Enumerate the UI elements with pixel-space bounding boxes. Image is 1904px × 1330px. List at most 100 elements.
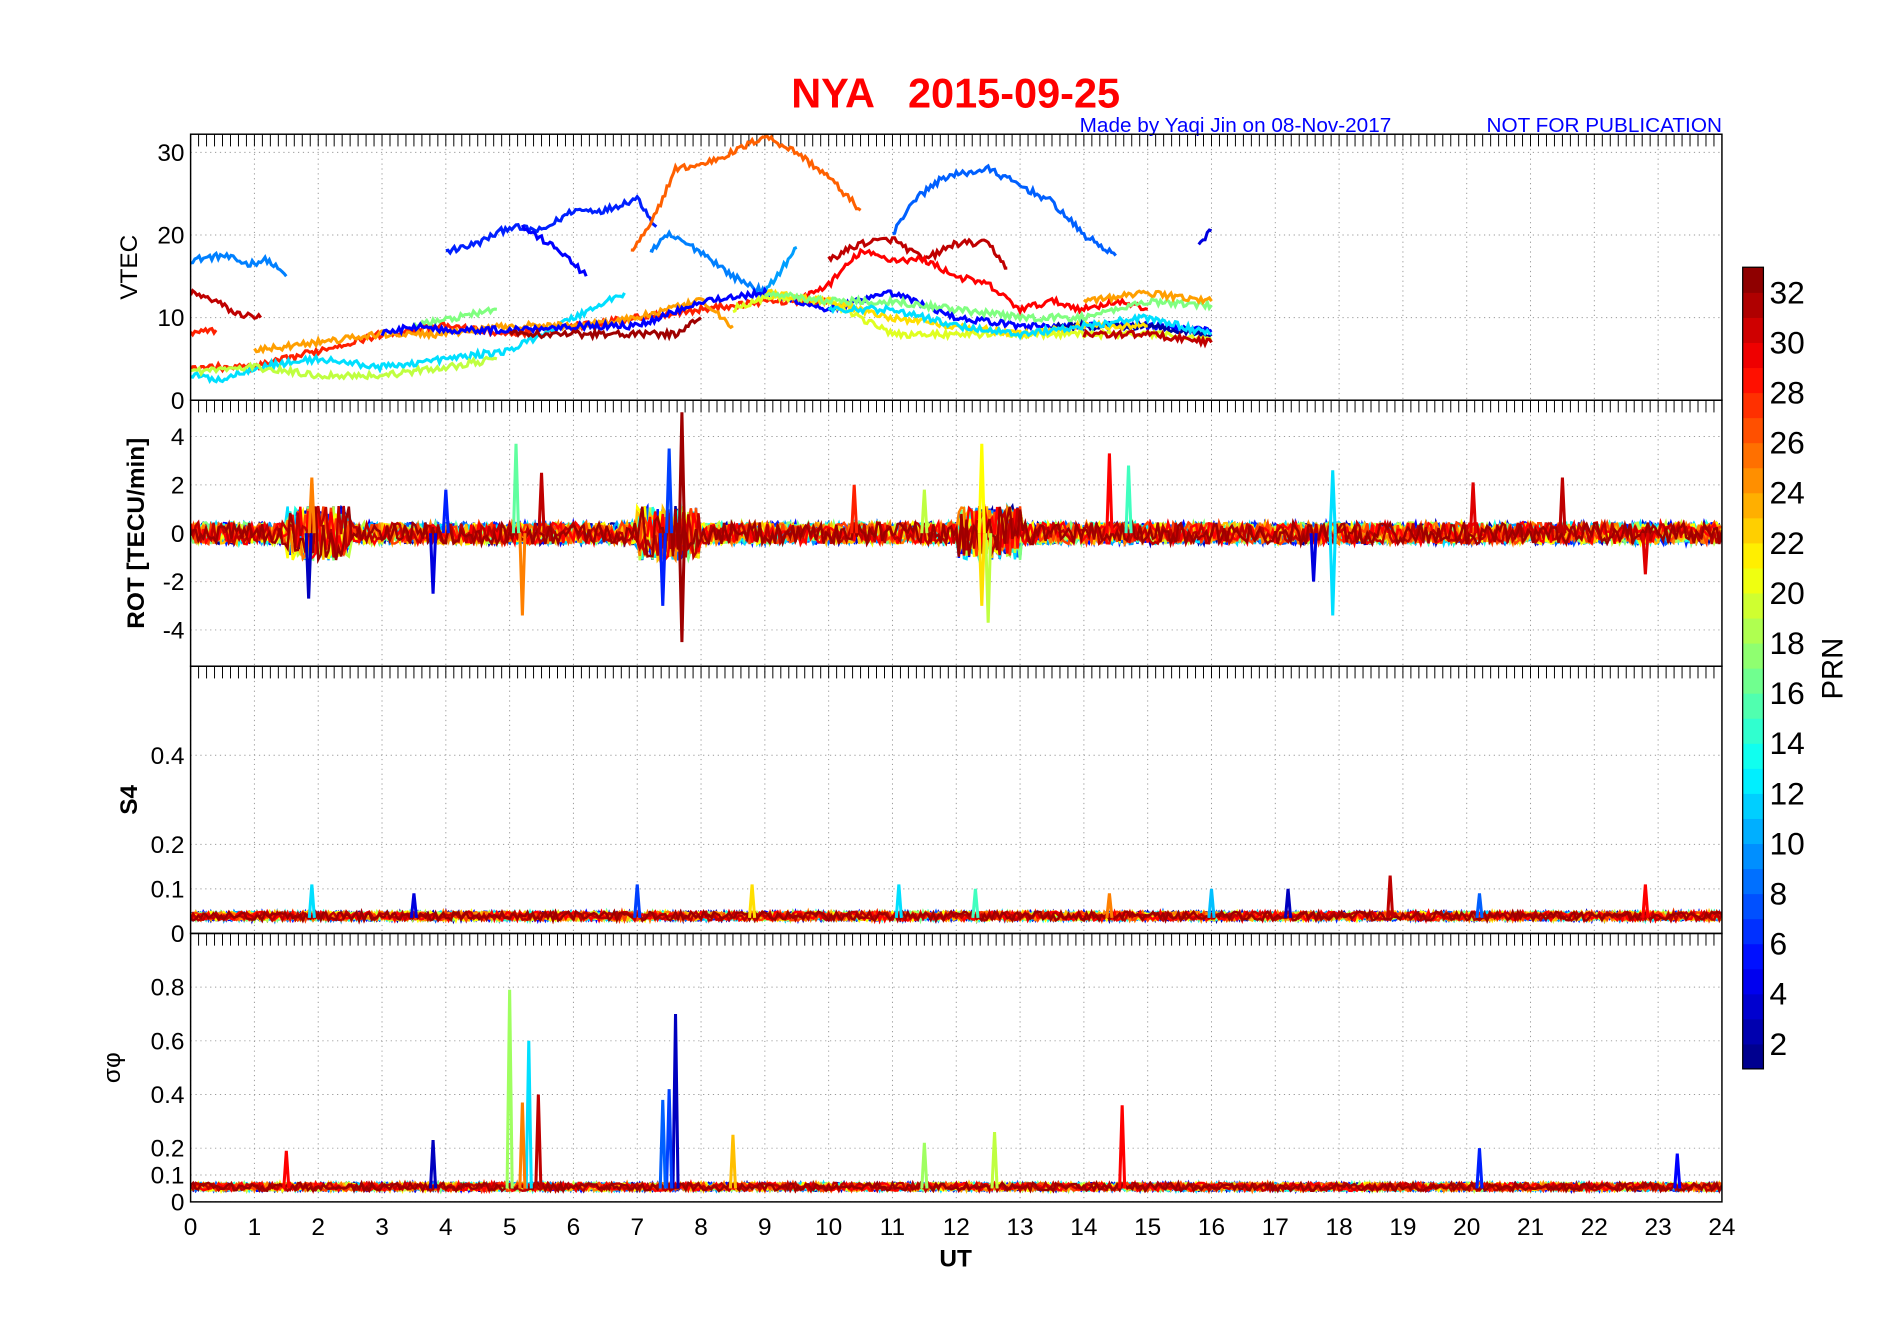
colorbar-segment bbox=[1742, 592, 1764, 619]
vtec-line-prn-6 bbox=[445, 194, 658, 256]
colorbar-segment bbox=[1742, 417, 1764, 444]
rot-spike-prn-30 bbox=[1641, 533, 1650, 575]
sigma_phi-spike-prn-31 bbox=[534, 1094, 543, 1189]
colorbar-frame bbox=[1742, 266, 1765, 1070]
x-tick-label: 13 bbox=[1007, 1214, 1034, 1241]
s4-line-prn-31 bbox=[190, 908, 1722, 924]
colorbar-segment bbox=[1742, 492, 1764, 519]
colorbar-tick-label: 8 bbox=[1770, 875, 1788, 911]
colorbar-segment bbox=[1742, 342, 1764, 369]
vtec-line-prn-9 bbox=[649, 229, 767, 298]
s4-spike-prn-22 bbox=[748, 884, 757, 918]
x-tick-label: 17 bbox=[1262, 1214, 1289, 1241]
sigma_phi-spike-prn-5 bbox=[1673, 1153, 1682, 1189]
rot-spike-prn-15 bbox=[1124, 465, 1133, 534]
rot-spike-prn-25 bbox=[307, 477, 316, 534]
y-tick-label: 0.2 bbox=[151, 832, 185, 859]
rot-spike-prn-12 bbox=[1328, 533, 1337, 616]
s4-spike-prn-29 bbox=[1641, 884, 1650, 918]
colorbar-segment bbox=[1742, 918, 1764, 945]
x-tick-label: 3 bbox=[375, 1214, 389, 1241]
rot-spike-prn-28 bbox=[850, 484, 859, 534]
colorbar-tick-label: 4 bbox=[1770, 976, 1788, 1012]
colorbar-segment bbox=[1742, 642, 1764, 669]
rot-line-prn-32 bbox=[190, 506, 1722, 565]
colorbar-segment bbox=[1742, 442, 1764, 469]
colorbar-segment bbox=[1742, 943, 1764, 970]
sigma_phi-spike-prn-18 bbox=[920, 1142, 929, 1189]
y-axis-label: VTEC bbox=[116, 235, 143, 300]
colorbar-tick-label: 22 bbox=[1770, 525, 1805, 561]
x-tick-label: 7 bbox=[630, 1214, 644, 1241]
x-tick-label: 15 bbox=[1134, 1214, 1161, 1241]
x-tick-label: 4 bbox=[439, 1214, 453, 1241]
colorbar-segment bbox=[1742, 567, 1764, 594]
colorbar-segment bbox=[1742, 392, 1764, 419]
y-tick-label: 20 bbox=[157, 223, 184, 250]
colorbar-segment bbox=[1742, 467, 1764, 494]
y-tick-label: -4 bbox=[163, 617, 185, 644]
series-group bbox=[190, 412, 1722, 643]
y-tick-label: 0 bbox=[171, 388, 185, 415]
y-axis-label: σφ bbox=[99, 1052, 126, 1083]
x-tick-label: 21 bbox=[1517, 1214, 1544, 1241]
panel-s4: 0 0.1 0.2 0.4 S4 bbox=[116, 665, 1723, 948]
sigma_phi-spike-prn-29 bbox=[282, 1150, 291, 1189]
colorbar-segment bbox=[1742, 993, 1764, 1020]
colorbar-segment bbox=[1742, 743, 1764, 769]
colorbar-tick-label: 6 bbox=[1770, 926, 1788, 962]
rot-spike-prn-4 bbox=[1309, 533, 1318, 582]
x-tick-label: 24 bbox=[1708, 1214, 1735, 1241]
colorbar-segment bbox=[1742, 768, 1764, 794]
s4-spike-prn-15 bbox=[971, 888, 980, 918]
colorbar-segment bbox=[1742, 843, 1764, 870]
y-tick-label: 0.4 bbox=[151, 743, 185, 770]
vtec-line-prn-31 bbox=[190, 288, 262, 320]
s4-spike-prn-3 bbox=[1283, 888, 1293, 918]
s4-spike-prn-4 bbox=[409, 893, 418, 919]
y-tick-label: 0 bbox=[171, 1189, 185, 1216]
vtec-line-prn-26 bbox=[630, 134, 862, 252]
colorbar-tick-label: 32 bbox=[1770, 274, 1805, 310]
vtec-line-prn-22 bbox=[764, 288, 1148, 341]
rot-spike-prn-32 bbox=[677, 412, 686, 534]
colorbar-segment bbox=[1742, 718, 1764, 744]
s4-spike-prn-31 bbox=[1386, 875, 1395, 918]
x-tick-label: 5 bbox=[503, 1214, 517, 1241]
vtec-line-prn-5 bbox=[520, 224, 588, 277]
x-tick-label: 10 bbox=[815, 1214, 842, 1241]
vtec-line-prn-24 bbox=[253, 297, 734, 355]
sigma_phi-spike-prn-29 bbox=[1118, 1105, 1127, 1189]
colorbar-tick-label: 12 bbox=[1770, 775, 1805, 811]
rot-spike-prn-12 bbox=[1328, 470, 1337, 534]
x-tick-label: 12 bbox=[943, 1214, 970, 1241]
colorbar-segment bbox=[1742, 668, 1764, 694]
colorbar-segment bbox=[1742, 517, 1764, 544]
vtec-line-prn-19 bbox=[190, 355, 498, 381]
colorbar-segment bbox=[1742, 893, 1764, 920]
series-group bbox=[190, 989, 1722, 1195]
rot-spike-prn-3 bbox=[304, 533, 313, 599]
vtec-line-prn-32 bbox=[508, 316, 702, 342]
vtec-line-prn-24 bbox=[1082, 289, 1213, 306]
sigma_phi-spike-prn-23 bbox=[728, 1134, 738, 1189]
rot-spike-prn-6 bbox=[658, 533, 667, 606]
x-tick-label: 11 bbox=[880, 1214, 905, 1241]
x-tick-label: 20 bbox=[1453, 1214, 1480, 1241]
colorbar-tick-label: 28 bbox=[1770, 374, 1805, 410]
series-group bbox=[190, 134, 1213, 385]
vtec-line-prn-10 bbox=[763, 246, 798, 294]
colorbar-segment bbox=[1742, 267, 1764, 293]
colorbar-tick-label: 16 bbox=[1770, 675, 1805, 711]
vtec-line-prn-28 bbox=[190, 326, 218, 338]
y-tick-label: -2 bbox=[163, 569, 185, 596]
sigma_phi-spike-prn-25 bbox=[518, 1102, 527, 1189]
y-tick-label: 0.8 bbox=[151, 975, 185, 1002]
colorbar-segment bbox=[1742, 292, 1764, 318]
vtec-line-prn-29 bbox=[795, 247, 1149, 316]
rot-spike-prn-32 bbox=[677, 533, 686, 643]
vtec-line-prn-12 bbox=[190, 292, 626, 385]
colorbar-segment bbox=[1742, 868, 1764, 895]
